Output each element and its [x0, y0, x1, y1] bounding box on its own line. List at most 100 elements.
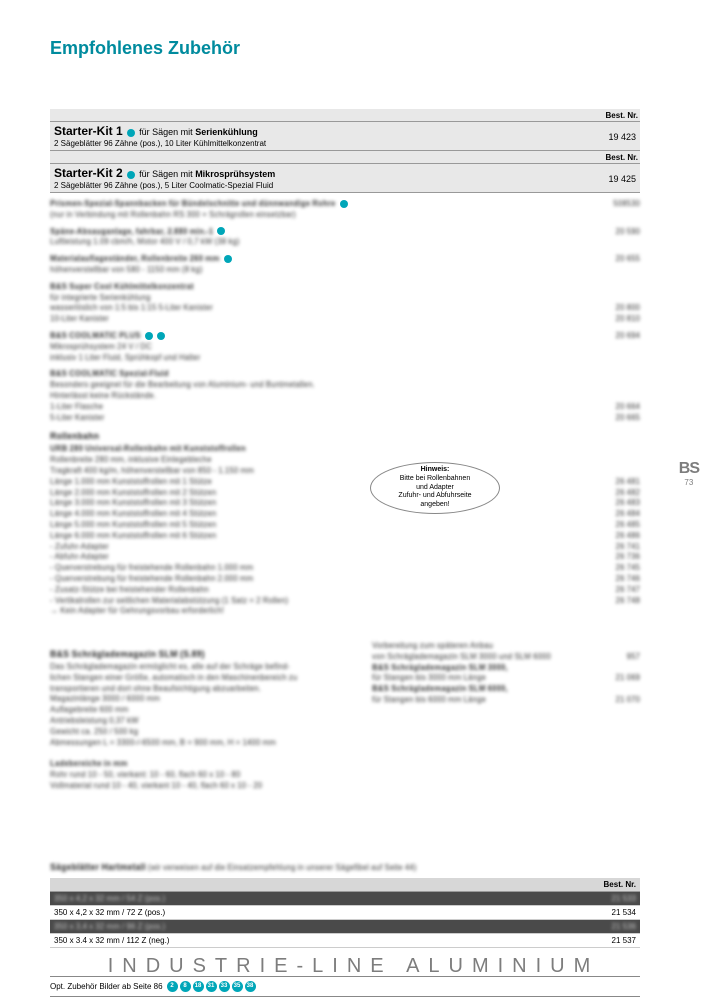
data-row: Mikrosprühsystem 24 V / DC — [50, 342, 640, 353]
data-row: B&S COOLMATIC Spezial-Fluid — [50, 369, 640, 380]
row-label: Hinterlässt keine Rückstände. — [50, 391, 640, 402]
data-row: wasserlöslich von 1:5 bis 1:15 5-Liter K… — [50, 303, 640, 314]
side-bs: BS — [679, 460, 699, 478]
kit-sub: 2 Sägeblätter 96 Zähne (pos.), 10 Liter … — [54, 139, 608, 148]
row-bestnr: 20 664 — [616, 402, 640, 413]
ref-circle-icon — [145, 332, 153, 340]
row-bestnr: 20 665 — [616, 413, 640, 424]
row-label: B&S COOLMATIC PLUS — [50, 331, 616, 342]
row-label: Tragkraft 400 kg/m, höhenverstellbar von… — [50, 466, 640, 477]
data-row: 5-Liter Kanister 20 665 — [50, 413, 640, 424]
row-bestnr: 26 741 — [616, 542, 640, 553]
data-row: B&S COOLMATIC PLUS 20 694 — [50, 331, 640, 342]
bestnr-header: Best. Nr. — [50, 151, 640, 164]
slm-left-line: transportieren und dort ohne Beaufsichti… — [50, 684, 350, 695]
saw-bestnr: 21 534 — [612, 908, 636, 917]
saw-bestnr-label: Best. Nr. — [604, 880, 636, 889]
saw-row: 350 x 4,2 x 32 mm / 72 Z (pos.) 21 534 — [50, 906, 640, 920]
hinweis-line: und Adapter — [371, 484, 499, 493]
data-row: (nur in Verbindung mit Rollenbahn RS 300… — [50, 210, 640, 221]
saw-spec: 350 x 4,2 x 32 mm / 72 Z (pos.) — [54, 908, 165, 917]
data-row: - Abfuhr-Adapter 26 736 — [50, 552, 640, 563]
row-bestnr: 26 736 — [616, 552, 640, 563]
side-page: 73 — [679, 478, 699, 487]
kit-desc: für Sägen mit Mikrosprühsystem — [139, 169, 275, 179]
saw-bestnr: 21 536 — [612, 922, 636, 931]
row-label: höhenverstellbar von 580 - 1150 mm (8 kg… — [50, 265, 640, 276]
row-label: - Zusatz-Stütze bei freistehender Rollen… — [50, 585, 616, 596]
data-row: Luftleistung 1.09 cbm/h, Motor 400 V / 0… — [50, 237, 640, 248]
footer-circle-icon: 31 — [206, 981, 217, 992]
row-bestnr: 26 484 — [616, 509, 640, 520]
row-label: → Kein Adapter für Gehrungsvorbau erford… — [50, 606, 640, 617]
row-bestnr: 26 486 — [616, 531, 640, 542]
slm-left-line: lichen Stangen einer Größe, automatisch … — [50, 673, 350, 684]
slm-right-row: B&S Schräglademagazin SLM 6000, — [372, 684, 640, 695]
data-row: Länge 2.000 mm Kunststoffrollen mit 2 St… — [50, 488, 640, 499]
row-label: - Querverstrebung für freistehende Rolle… — [50, 574, 616, 585]
saw-bestnr: 21 537 — [612, 936, 636, 945]
ref-circle-icon — [157, 332, 165, 340]
row-label: Besonders geeignet für die Bearbeitung v… — [50, 380, 640, 391]
slm-left-line: Ladebereiche in mm — [50, 759, 350, 770]
row-bestnr: 20 694 — [616, 331, 640, 342]
saw-table-header: Best. Nr. — [50, 878, 640, 892]
slm-left-line: Vollmaterial rund 10 - 40, vierkant 10 -… — [50, 781, 350, 792]
row-label: Luftleistung 1.09 cbm/h, Motor 400 V / 0… — [50, 237, 640, 248]
data-row: Späne-Absauganlage, fahrbar, 2.880 min.-… — [50, 227, 640, 238]
row-label: Länge 6.000 mm Kunststoffrollen mit 6 St… — [50, 531, 616, 542]
row-label: Rollenbreite 280 mm, inklusive Einlegebl… — [50, 455, 640, 466]
saw-section: Sägeblätter Hartmetall (wir verweisen au… — [50, 862, 640, 948]
kit-bestnr: 19 423 — [608, 124, 636, 142]
hinweis-bubble: Hinweis: Bitte bei Rollenbahnen und Adap… — [370, 462, 500, 514]
saw-bestnr: 21 533 — [612, 894, 636, 903]
row-label: Länge 1.000 mm Kunststoffrollen mit 1 St… — [50, 477, 616, 488]
data-row: Tragkraft 400 kg/m, höhenverstellbar von… — [50, 466, 640, 477]
row-label: 5-Liter Kanister — [50, 413, 616, 424]
slm-left-line: Gewicht ca. 250 / 500 kg — [50, 727, 350, 738]
footer-circle-icon: 18 — [193, 981, 204, 992]
kit-name: Starter-Kit 2 — [54, 166, 123, 180]
slm-right-column: Vorbereitung zum späteren Anbauvon Schrä… — [372, 641, 640, 792]
row-label: B&S COOLMATIC Spezial-Fluid — [50, 369, 640, 380]
footer-circle-icon: 33 — [219, 981, 230, 992]
kit-row: Starter-Kit 2 für Sägen mit Mikrosprühsy… — [50, 164, 640, 193]
kit-name: Starter-Kit 1 — [54, 124, 123, 138]
row-label: - Zufuhr-Adapter — [50, 542, 616, 553]
data-row: Länge 3.000 mm Kunststoffrollen mit 3 St… — [50, 498, 640, 509]
hinweis-line: angeben! — [371, 501, 499, 510]
slm-right-row: B&S Schräglademagazin SLM 3000, — [372, 663, 640, 674]
slm-left-line: Antriebsleistung 0,37 kW — [50, 716, 350, 727]
row-label: Länge 3.000 mm Kunststoffrollen mit 3 St… — [50, 498, 616, 509]
kit-desc: für Sägen mit Serienkühlung — [139, 127, 258, 137]
row-bestnr: 26 748 — [616, 596, 640, 607]
hinweis-title: Hinweis: — [371, 466, 499, 475]
data-row: 1-Liter Flasche 20 664 — [50, 402, 640, 413]
data-row: - Vertikalrollen zur seitlichen Material… — [50, 596, 640, 607]
row-bestnr: 26 481 — [616, 477, 640, 488]
kit-bestnr: 19 425 — [608, 166, 636, 184]
footer-circle-icon: 35 — [232, 981, 243, 992]
data-row: Besonders geeignet für die Bearbeitung v… — [50, 380, 640, 391]
page: Empfohlenes Zubehör Best. Nr. Starter-Ki… — [0, 0, 707, 997]
data-row: für integrierte Serienkühlung — [50, 293, 640, 304]
ref-circle-icon — [224, 255, 232, 263]
row-label: Späne-Absauganlage, fahrbar, 2.880 min.-… — [50, 227, 616, 238]
data-row: → Kein Adapter für Gehrungsvorbau erford… — [50, 606, 640, 617]
row-bestnr: 26 745 — [616, 563, 640, 574]
slm-right-row: für Stangen bis 6000 mm Länge21 070 — [372, 695, 640, 706]
row-bestnr: 20 590 — [616, 227, 640, 238]
slm-left-line: Das Schräglademagazin ermöglicht es, all… — [50, 662, 350, 673]
bestnr-header-1: Best. Nr. — [50, 109, 640, 122]
data-row: Prismen-Spezial-Spannbacken für Bündelsc… — [50, 199, 640, 210]
saw-spec: 350 x 4,2 x 32 mm / 54 Z (pos.) — [54, 894, 165, 903]
row-label: Länge 5.000 mm Kunststoffrollen mit 5 St… — [50, 520, 616, 531]
row-bestnr: 508530 — [613, 199, 640, 210]
data-row: Materialauflageständer, Rollenbreite 260… — [50, 254, 640, 265]
saw-spec: 350 x 3.4 x 32 mm / 112 Z (neg.) — [54, 936, 169, 945]
data-row: Länge 6.000 mm Kunststoffrollen mit 6 St… — [50, 531, 640, 542]
saw-spec: 350 x 3,4 x 32 mm / 96 Z (pos.) — [54, 922, 165, 931]
saw-row: 350 x 3,4 x 32 mm / 96 Z (pos.) 21 536 — [50, 920, 640, 934]
saw-heading: Sägeblätter Hartmetall — [50, 862, 146, 872]
data-row: - Zufuhr-Adapter 26 741 — [50, 542, 640, 553]
